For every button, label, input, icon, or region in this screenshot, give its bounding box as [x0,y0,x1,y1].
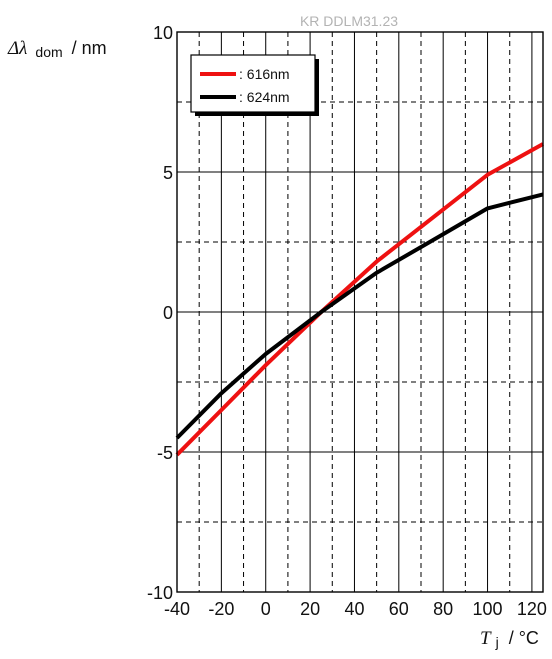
x-tick-label: 20 [300,599,320,619]
series-lines [175,142,544,457]
series-line-624nm [175,192,544,440]
x-tick-label: 60 [389,599,409,619]
legend-label-624nm: : 624nm [239,89,290,105]
x-axis-symbol: T [480,628,492,649]
y-axis-symbol: Δλ [7,38,27,59]
y-tick-label: 5 [163,163,173,183]
legend-box [190,54,316,113]
x-tick-label: 40 [344,599,364,619]
x-tick-label: 120 [517,599,547,619]
grid [177,32,543,592]
plot-frame [176,31,544,593]
y-axis-label: Δλ dom / nm [7,38,107,61]
x-tick-label: 100 [473,599,503,619]
x-tick-label: -20 [208,599,234,619]
series-line-616nm [175,142,544,457]
y-axis-unit: / nm [72,38,107,58]
tick-labels: -40 -20 0 20 40 60 80 100 120 -10 -5 0 5 10 [147,23,547,619]
legend: : 616nm : 624nm [190,54,319,116]
x-axis-label: T j / °C [480,628,539,651]
y-tick-label: 0 [163,303,173,323]
y-tick-label: 10 [153,23,173,43]
legend-label-616nm: : 616nm [239,66,290,82]
y-axis-subscript: dom [35,44,62,60]
y-tick-label: -10 [147,583,173,603]
x-axis-subscript: j [495,634,499,650]
x-tick-label: 0 [261,599,271,619]
y-tick-label: -5 [157,443,173,463]
x-tick-label: -40 [164,599,190,619]
x-axis-unit: / °C [509,628,539,648]
watermark-label: KR DDLM31.23 [300,13,398,29]
x-tick-label: 80 [433,599,453,619]
